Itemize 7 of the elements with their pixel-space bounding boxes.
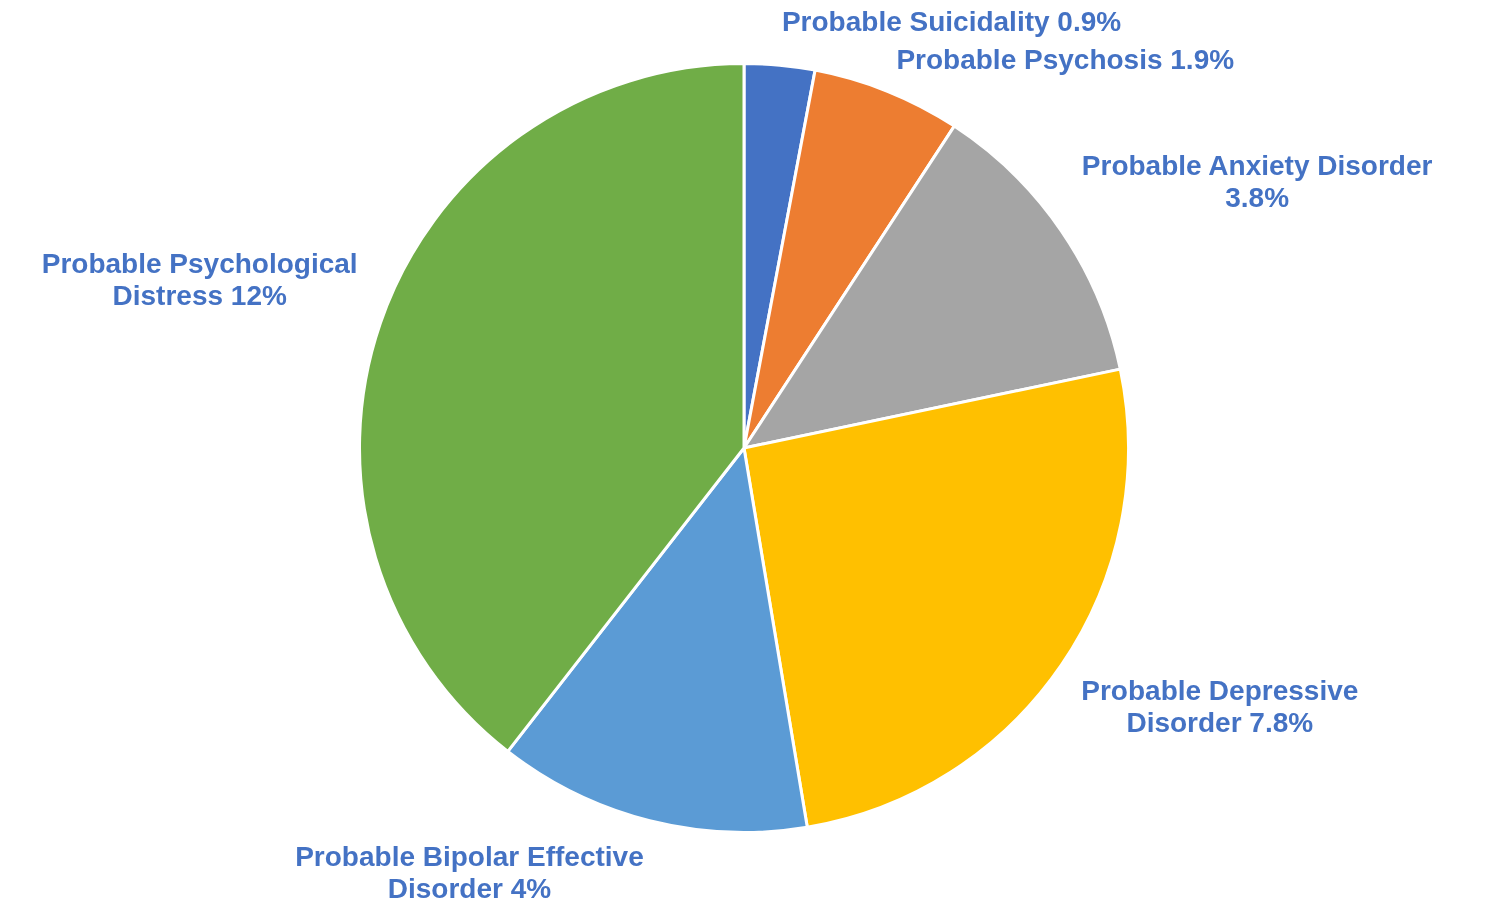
slice-label: Probable Bipolar Effective Disorder 4% [295, 840, 644, 904]
data-label: 3.8% [1225, 182, 1290, 214]
slice-label: Probable Suicidality 0.9% [781, 5, 1122, 37]
slice-label: Probable Psychosis 1.9% [896, 43, 1235, 75]
slice-label: Probable Psychological Distress 12% [41, 248, 358, 312]
slice-label: Probable Anxiety Disorder [1081, 150, 1433, 182]
slice-label: Probable Depressive Disorder 7.8% [1081, 675, 1359, 739]
